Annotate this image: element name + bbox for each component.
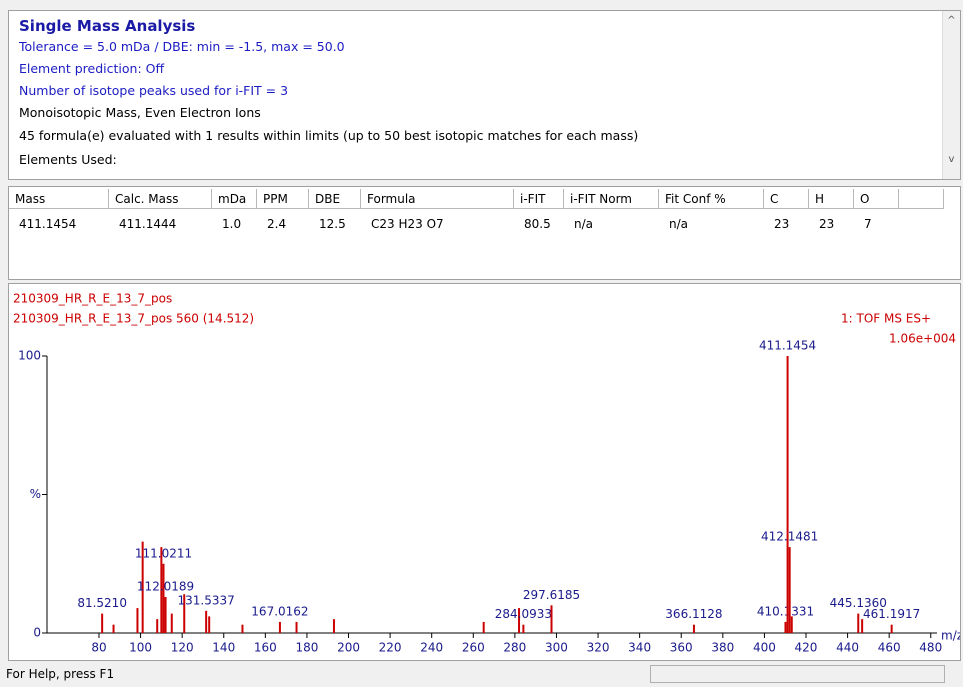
column-header: Mass xyxy=(9,189,109,209)
table-cell: n/a xyxy=(574,217,594,231)
x-tick-label: 440 xyxy=(836,641,859,655)
scrollbar[interactable]: ^ v xyxy=(942,11,960,179)
report-line: 45 formula(e) evaluated with 1 results w… xyxy=(19,128,639,143)
status-bar: For Help, press F1 xyxy=(0,662,963,687)
annotation: 1: TOF MS ES+ xyxy=(841,312,931,326)
peak-label: 412.1481 xyxy=(761,530,818,544)
column-header xyxy=(899,189,944,209)
peak-label: 297.6185 xyxy=(523,588,580,602)
column-header: mDa xyxy=(212,189,257,209)
report-line: Tolerance = 5.0 mDa / DBE: min = -1.5, m… xyxy=(19,39,345,54)
peak-label: 167.0162 xyxy=(251,604,308,618)
report-line: Number of isotope peaks used for i-FIT =… xyxy=(19,83,289,98)
peak-label: 81.5210 xyxy=(77,596,127,610)
x-tick-label: 220 xyxy=(379,641,402,655)
column-header: O xyxy=(854,189,899,209)
x-axis-label: m/z xyxy=(941,629,960,643)
column-header: i-FIT Norm xyxy=(564,189,659,209)
table-cell: 23 xyxy=(774,217,790,231)
results-table: Mass Calc. Mass mDa PPM DBE Formula i-FIT i-FIT… xyxy=(8,186,961,280)
x-tick-label: 320 xyxy=(587,641,610,655)
peak-label: 112.0189 xyxy=(137,579,194,593)
table-cell: 23 xyxy=(819,217,835,231)
y-tick-label: 100 xyxy=(18,349,41,363)
x-tick-label: 380 xyxy=(711,641,734,655)
y-tick-label: % xyxy=(30,487,41,501)
report-panel: Single Mass Analysis Tolerance = 5.0 mDa… xyxy=(8,10,961,180)
x-tick-label: 280 xyxy=(503,641,526,655)
table-cell: 7 xyxy=(864,217,872,231)
table-cell: 1.0 xyxy=(222,217,242,231)
x-tick-label: 80 xyxy=(91,641,106,655)
peak-label: 445.1360 xyxy=(830,596,887,610)
status-text: For Help, press F1 xyxy=(6,667,115,681)
x-tick-label: 120 xyxy=(171,641,194,655)
table-cell: 411.1444 xyxy=(119,217,177,231)
table-cell: 80.5 xyxy=(524,217,551,231)
x-tick-label: 180 xyxy=(295,641,318,655)
column-header: PPM xyxy=(257,189,309,209)
peak-label: 284.0933 xyxy=(495,607,552,621)
x-tick-label: 480 xyxy=(919,641,942,655)
peak-label: 461.1917 xyxy=(863,607,920,621)
x-tick-label: 300 xyxy=(545,641,568,655)
spectrum-subtitle: 210309_HR_R_E_13_7_pos 560 (14.512) xyxy=(13,312,254,326)
peak-label: 111.0211 xyxy=(135,546,192,560)
column-header: C xyxy=(764,189,809,209)
table-cell: 12.5 xyxy=(319,217,346,231)
peak-label: 366.1128 xyxy=(665,607,722,621)
spectrum-panel: 210309_HR_R_E_13_7_pos 210309_HR_R_E_13_7… xyxy=(8,283,961,661)
column-header: Fit Conf % xyxy=(659,189,764,209)
peak-label: 131.5337 xyxy=(178,593,235,607)
peak-label: 411.1454 xyxy=(759,339,816,353)
x-tick-label: 460 xyxy=(878,641,901,655)
y-tick-label: 0 xyxy=(33,626,41,640)
report-title: Single Mass Analysis xyxy=(19,17,196,35)
spectrum-title: 210309_HR_R_E_13_7_pos xyxy=(13,292,172,306)
x-tick-label: 260 xyxy=(462,641,485,655)
table-cell: 411.1454 xyxy=(19,217,77,231)
column-header: Formula xyxy=(361,189,514,209)
status-pane xyxy=(650,665,945,683)
column-header: Calc. Mass xyxy=(109,189,212,209)
column-header: DBE xyxy=(309,189,361,209)
report-line: Monoisotopic Mass, Even Electron Ions xyxy=(19,105,261,120)
report-line: Elements Used: xyxy=(19,152,117,167)
x-tick-label: 360 xyxy=(670,641,693,655)
table-cell: 2.4 xyxy=(267,217,287,231)
x-tick-label: 340 xyxy=(628,641,651,655)
column-header: i-FIT xyxy=(514,189,564,209)
x-tick-label: 400 xyxy=(753,641,776,655)
x-tick-label: 160 xyxy=(254,641,277,655)
peak-label: 410.1331 xyxy=(757,604,814,618)
report-line: Element prediction: Off xyxy=(19,61,165,76)
x-tick-label: 200 xyxy=(337,641,360,655)
x-tick-label: 240 xyxy=(420,641,443,655)
table-cell: C23 H23 O7 xyxy=(371,217,444,231)
column-header: H xyxy=(809,189,854,209)
x-tick-label: 420 xyxy=(795,641,818,655)
table-cell: n/a xyxy=(669,217,689,231)
x-tick-label: 100 xyxy=(129,641,152,655)
spectrum-chart: 210309_HR_R_E_13_7_pos 210309_HR_R_E_13_7… xyxy=(13,292,960,655)
annotation: 1.06e+004 xyxy=(889,332,956,346)
x-tick-label: 140 xyxy=(212,641,235,655)
